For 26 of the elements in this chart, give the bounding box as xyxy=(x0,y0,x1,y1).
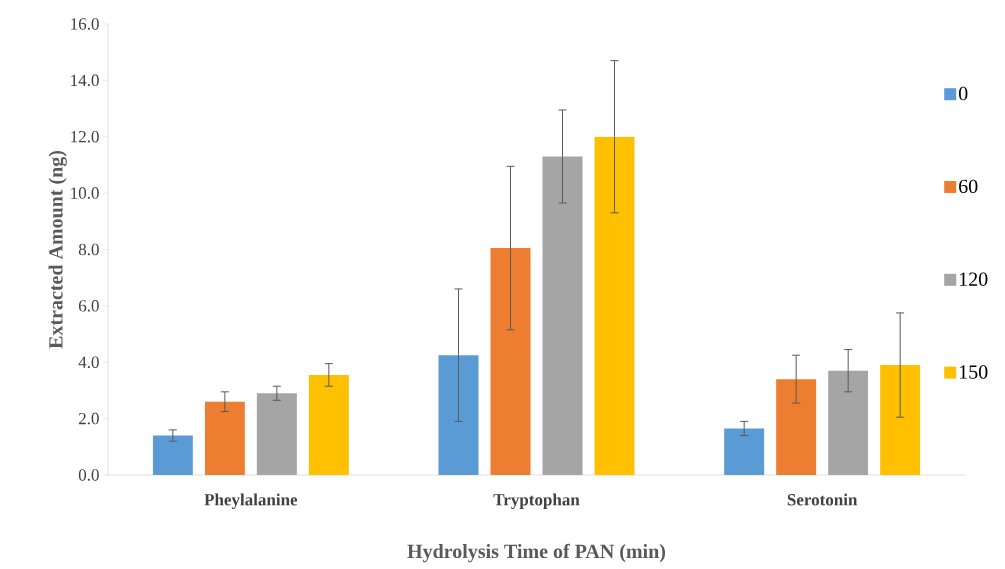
y-tick-label: 6.0 xyxy=(78,300,99,312)
x-tick-label: Pheylalanine xyxy=(204,493,298,509)
bar xyxy=(152,435,193,475)
legend-label: 0 xyxy=(958,86,968,101)
y-tick-label: 8.0 xyxy=(78,243,99,256)
legend-label: 120 xyxy=(959,272,988,286)
bar xyxy=(594,136,635,475)
x-tick-label: Tryptophan xyxy=(493,493,580,509)
y-tick-label: 4.0 xyxy=(78,356,99,368)
y-tick-label: 0.0 xyxy=(78,469,99,481)
y-tick-label: 16.0 xyxy=(71,18,99,30)
legend-label: 150 xyxy=(959,365,988,379)
bar xyxy=(724,428,765,475)
x-tick-label: Serotonin xyxy=(787,493,858,506)
bar xyxy=(776,379,817,475)
y-tick-label: 12.0 xyxy=(71,130,99,143)
y-tick-label: 2.0 xyxy=(78,412,99,425)
y-axis-title: Extracted Amount (ng) xyxy=(48,150,67,349)
y-tick-label: 14.0 xyxy=(71,74,99,87)
legend-label: 60 xyxy=(959,179,978,194)
bar xyxy=(308,374,349,475)
bar xyxy=(490,248,531,475)
bar xyxy=(204,401,245,475)
x-axis-title: Hydrolysis Time of PAN (min) xyxy=(407,543,666,563)
y-tick-label: 10.0 xyxy=(71,187,99,199)
bar xyxy=(880,365,921,475)
